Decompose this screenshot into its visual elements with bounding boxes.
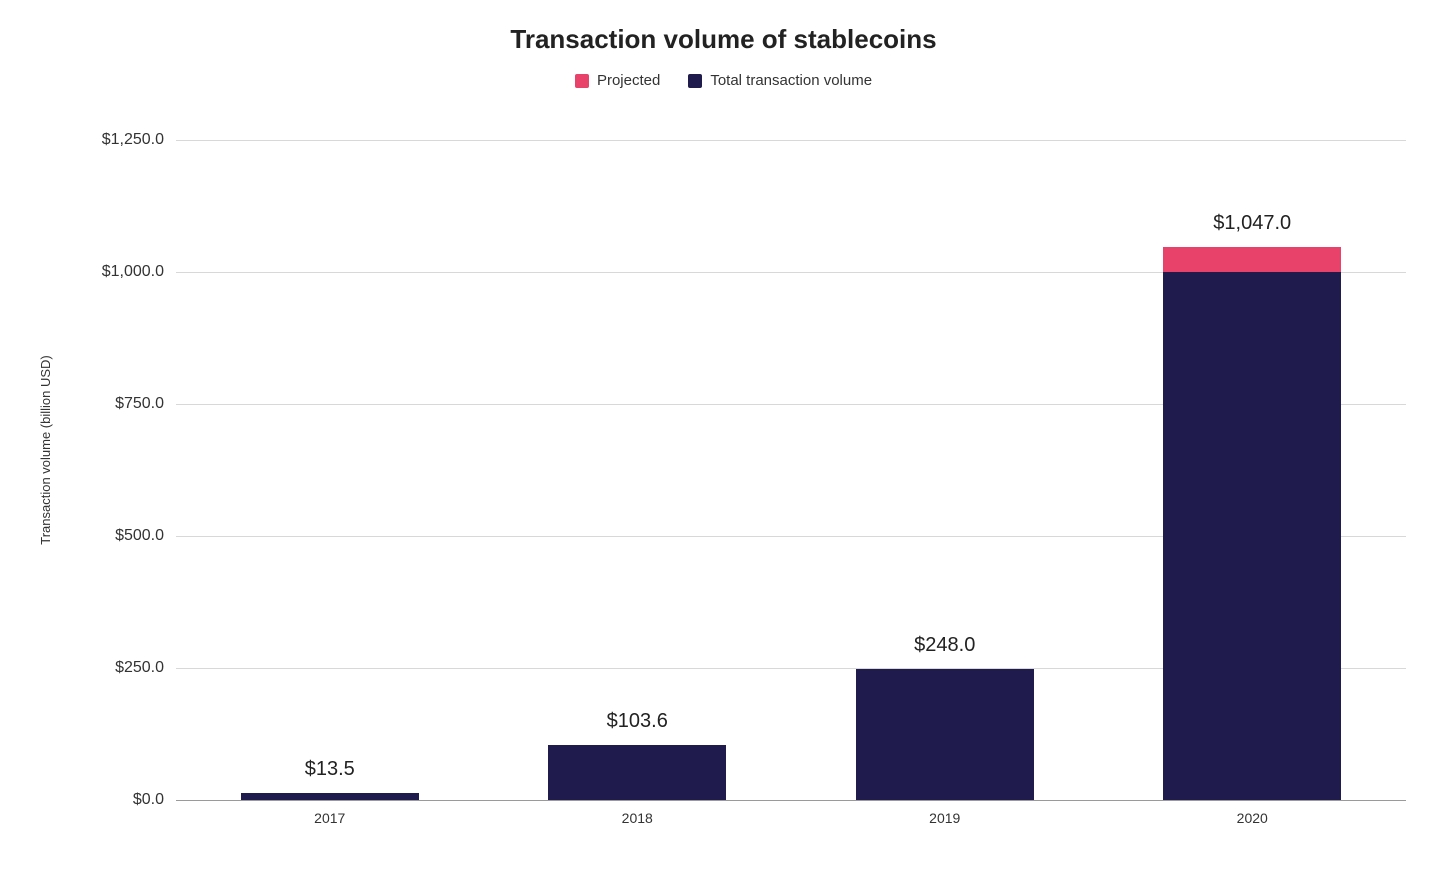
- y-axis-label: Transaction volume (billion USD): [38, 300, 53, 600]
- x-tick-label: 2020: [1237, 810, 1268, 826]
- bar-segment: [548, 745, 726, 800]
- legend-item: Projected: [575, 72, 660, 89]
- bar-segment: [1163, 272, 1341, 800]
- bar-value-label: $13.5: [151, 758, 508, 781]
- chart-title: Transaction volume of stablecoins: [0, 24, 1447, 55]
- x-tick-label: 2018: [622, 810, 653, 826]
- x-axis-line: [176, 800, 1406, 801]
- bar-value-label: $1,047.0: [1074, 212, 1431, 235]
- bar-value-label: $248.0: [766, 634, 1123, 657]
- chart-legend: Projected Total transaction volume: [0, 72, 1447, 89]
- bar-value-label: $103.6: [459, 710, 816, 733]
- bar: $13.5: [241, 140, 419, 800]
- bar-segment: [241, 793, 419, 800]
- legend-label: Total transaction volume: [710, 72, 872, 89]
- x-tick-label: 2019: [929, 810, 960, 826]
- legend-label: Projected: [597, 72, 660, 89]
- plot-area: $0.0$250.0$500.0$750.0$1,000.0$1,250.020…: [176, 140, 1406, 800]
- y-tick-label: $500.0: [64, 527, 164, 545]
- y-tick-label: $1,250.0: [64, 131, 164, 149]
- legend-swatch: [688, 74, 702, 88]
- chart-container: Transaction volume of stablecoins Projec…: [0, 0, 1447, 877]
- bar-segment: [1163, 247, 1341, 272]
- y-tick-label: $1,000.0: [64, 263, 164, 281]
- y-tick-label: $750.0: [64, 395, 164, 413]
- bar-segment: [856, 669, 1034, 800]
- y-tick-label: $250.0: [64, 659, 164, 677]
- bar: $103.6: [548, 140, 726, 800]
- legend-swatch: [575, 74, 589, 88]
- bar: $1,047.0: [1163, 140, 1341, 800]
- legend-item: Total transaction volume: [688, 72, 872, 89]
- x-tick-label: 2017: [314, 810, 345, 826]
- bar: $248.0: [856, 140, 1034, 800]
- y-tick-label: $0.0: [64, 791, 164, 809]
